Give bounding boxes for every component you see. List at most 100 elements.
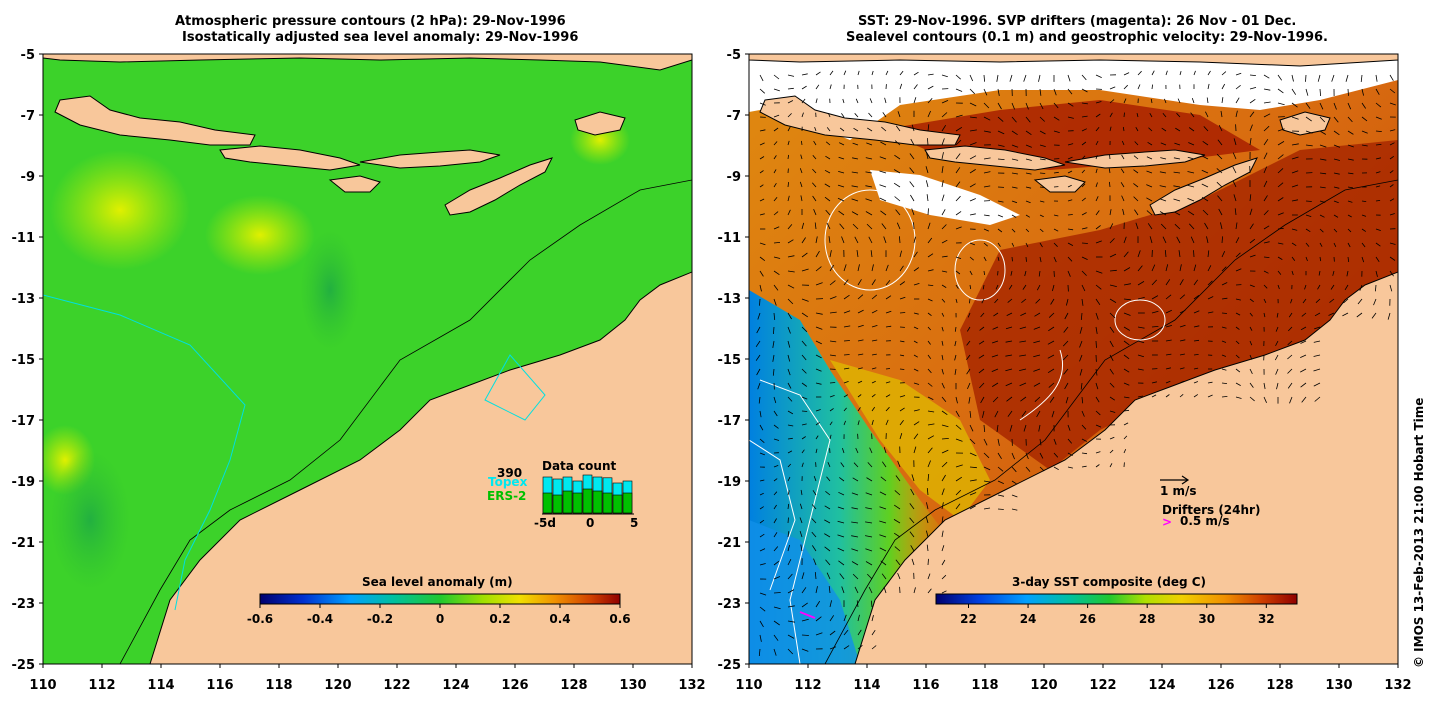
velocity-vector bbox=[1206, 97, 1209, 104]
velocity-vector bbox=[787, 490, 790, 496]
velocity-vector bbox=[1304, 284, 1307, 290]
velocity-vector bbox=[1011, 242, 1015, 247]
velocity-vector bbox=[909, 181, 915, 188]
velocity-vector bbox=[1159, 198, 1167, 202]
velocity-vector bbox=[837, 534, 845, 538]
velocity-vector bbox=[1121, 154, 1125, 160]
velocity-vector bbox=[1095, 312, 1099, 320]
velocity-vector bbox=[1357, 298, 1363, 305]
velocity-vector bbox=[787, 224, 793, 230]
velocity-vector bbox=[1095, 155, 1098, 160]
velocity-vector bbox=[1067, 170, 1073, 174]
velocity-vector bbox=[1249, 138, 1252, 146]
velocity-vector bbox=[1067, 199, 1073, 202]
velocity-vector bbox=[927, 110, 931, 118]
velocity-vector bbox=[927, 85, 934, 90]
cloud-mask bbox=[749, 54, 1398, 140]
velocity-vector bbox=[1036, 284, 1041, 291]
velocity-vector bbox=[758, 648, 761, 657]
velocity-vector bbox=[880, 210, 887, 216]
velocity-vector bbox=[837, 197, 845, 202]
velocity-vector bbox=[1333, 172, 1340, 175]
velocity-vector bbox=[1220, 222, 1223, 230]
velocity-vector bbox=[997, 158, 1005, 160]
velocity-vector bbox=[1081, 242, 1088, 244]
velocity-vector bbox=[843, 629, 849, 636]
velocity-vector bbox=[1123, 112, 1125, 118]
velocity-vector bbox=[773, 576, 781, 580]
velocity-vector bbox=[941, 224, 947, 230]
velocity-vector bbox=[787, 270, 795, 273]
velocity-vector bbox=[1302, 298, 1307, 304]
velocity-vector bbox=[992, 326, 999, 330]
velocity-vector bbox=[841, 113, 845, 118]
velocity-vector bbox=[1021, 410, 1027, 417]
velocity-vector bbox=[997, 116, 1004, 122]
velocity-vector bbox=[1025, 242, 1029, 248]
velocity-vector bbox=[1333, 186, 1340, 189]
velocity-vector bbox=[1221, 396, 1228, 398]
velocity-vector bbox=[857, 279, 862, 286]
velocity-vector bbox=[1011, 480, 1018, 485]
velocity-vector bbox=[1249, 396, 1255, 402]
velocity-vector bbox=[1095, 396, 1100, 403]
velocity-legend: 1 m/s Drifters (24hr) > 0.5 m/s bbox=[1160, 475, 1260, 529]
velocity-vector bbox=[1291, 199, 1299, 202]
velocity-vector bbox=[1389, 256, 1396, 261]
velocity-vector bbox=[801, 634, 809, 636]
velocity-vector bbox=[1221, 236, 1223, 244]
velocity-vector bbox=[773, 242, 781, 244]
velocity-vector bbox=[969, 466, 977, 469]
velocity-vector bbox=[773, 74, 780, 80]
velocity-vector bbox=[913, 340, 918, 344]
velocity-vector bbox=[851, 211, 859, 216]
velocity-vector bbox=[1193, 294, 1200, 300]
velocity-vector bbox=[913, 354, 919, 358]
velocity-vector bbox=[1164, 250, 1167, 258]
velocity-vector bbox=[1039, 452, 1044, 459]
velocity-vector bbox=[1137, 265, 1143, 272]
velocity-vector bbox=[941, 410, 948, 416]
velocity-vector bbox=[1276, 382, 1279, 390]
lat-tick-label: -5 bbox=[21, 48, 35, 63]
velocity-vector bbox=[1039, 88, 1042, 96]
velocity-vector bbox=[1319, 158, 1327, 161]
velocity-vector bbox=[1035, 298, 1041, 304]
velocity-vector bbox=[1137, 84, 1141, 90]
velocity-vector bbox=[1095, 210, 1100, 216]
velocity-vector bbox=[1165, 339, 1172, 342]
velocity-vector bbox=[1235, 326, 1240, 330]
velocity-vector bbox=[1151, 70, 1155, 76]
lat-tick-label: -9 bbox=[21, 170, 35, 185]
velocity-vector bbox=[1109, 449, 1114, 454]
velocity-vector bbox=[1305, 144, 1313, 147]
right-colorbar-gradient bbox=[935, 593, 1298, 605]
data-count-xtick: -5d bbox=[534, 516, 556, 530]
velocity-vector bbox=[1173, 157, 1181, 160]
velocity-vector bbox=[1024, 270, 1027, 277]
velocity-vector bbox=[1007, 410, 1013, 417]
velocity-vector bbox=[955, 284, 959, 289]
velocity-vector bbox=[1025, 256, 1027, 262]
velocity-vector bbox=[1039, 172, 1046, 174]
velocity-vector bbox=[840, 462, 845, 468]
velocity-vector bbox=[927, 435, 934, 440]
velocity-vector bbox=[913, 97, 917, 104]
cyan-track bbox=[484, 354, 546, 421]
velocity-vector bbox=[1301, 312, 1307, 317]
velocity-vector bbox=[787, 544, 790, 552]
velocity-vector bbox=[1218, 208, 1223, 216]
velocity-vector bbox=[955, 126, 963, 132]
velocity-vector bbox=[1177, 98, 1181, 104]
velocity-vector bbox=[1025, 200, 1031, 204]
velocity-vector bbox=[1079, 354, 1083, 362]
velocity-vector bbox=[1345, 74, 1349, 82]
ers-count-bar bbox=[592, 490, 603, 514]
velocity-vector bbox=[801, 73, 808, 76]
velocity-vector bbox=[759, 519, 765, 524]
velocity-vector bbox=[1263, 180, 1268, 188]
velocity-vector bbox=[966, 354, 971, 360]
velocity-vector bbox=[927, 410, 935, 413]
velocity-vector bbox=[997, 214, 1004, 218]
velocity-vector bbox=[813, 209, 817, 216]
